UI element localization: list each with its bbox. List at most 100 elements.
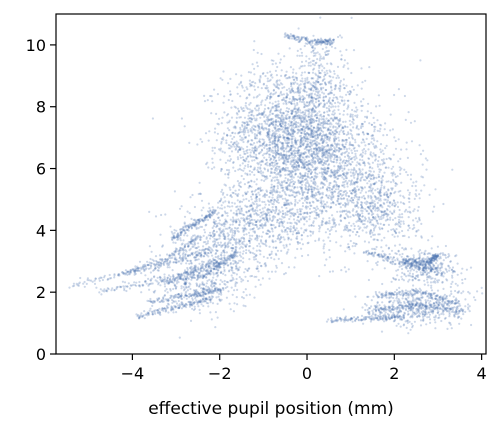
data-point — [239, 156, 242, 159]
data-point — [314, 110, 317, 113]
data-point — [245, 192, 248, 195]
data-point — [292, 161, 295, 164]
data-point — [305, 220, 308, 223]
data-point — [290, 85, 293, 88]
data-point — [405, 148, 408, 151]
data-point — [275, 162, 278, 165]
data-point — [299, 181, 302, 185]
data-point — [328, 148, 332, 151]
data-point — [360, 189, 363, 192]
data-point — [179, 239, 182, 242]
data-point — [255, 200, 258, 203]
data-point — [345, 213, 348, 216]
data-point — [254, 135, 257, 138]
data-point — [286, 173, 289, 176]
data-point — [186, 210, 189, 213]
data-point — [252, 96, 255, 99]
data-point — [301, 127, 304, 130]
data-point — [255, 109, 258, 112]
data-point — [281, 156, 285, 159]
data-point — [299, 181, 302, 185]
data-point — [166, 291, 169, 294]
data-point — [316, 112, 319, 115]
data-point — [305, 188, 308, 191]
data-point — [258, 140, 261, 143]
data-point — [256, 65, 259, 68]
data-point — [293, 107, 296, 110]
data-point — [363, 141, 366, 144]
data-point — [224, 227, 227, 230]
data-point — [371, 134, 375, 137]
data-point — [287, 110, 290, 113]
data-point — [320, 135, 323, 138]
data-point — [320, 115, 323, 118]
data-point — [380, 246, 383, 249]
data-point — [288, 137, 291, 140]
data-point — [431, 235, 434, 238]
data-point — [381, 250, 384, 253]
data-point — [264, 86, 267, 90]
data-point — [339, 79, 342, 82]
data-point — [294, 168, 297, 171]
data-point — [270, 157, 273, 160]
data-point — [299, 185, 302, 189]
data-point — [248, 239, 251, 243]
data-point — [390, 172, 393, 175]
data-point — [418, 197, 421, 200]
data-point — [325, 194, 328, 197]
data-point — [326, 196, 329, 199]
data-point — [328, 174, 331, 177]
data-point — [269, 143, 272, 146]
data-point — [299, 145, 302, 148]
data-point — [295, 164, 298, 167]
data-point — [338, 167, 341, 171]
data-point — [259, 76, 262, 79]
data-point — [302, 117, 305, 120]
data-point — [302, 162, 305, 165]
data-point — [264, 224, 267, 227]
data-point — [180, 262, 183, 265]
data-point — [314, 171, 317, 174]
data-point — [275, 109, 278, 112]
data-point — [268, 137, 271, 140]
data-point — [307, 197, 310, 200]
data-point — [219, 227, 222, 230]
data-point — [261, 125, 264, 128]
data-point — [324, 126, 327, 129]
data-point — [277, 136, 280, 139]
data-point — [234, 284, 237, 288]
data-point — [240, 217, 243, 220]
data-point — [312, 182, 315, 185]
data-point — [294, 123, 297, 126]
data-point — [218, 283, 222, 286]
data-point — [338, 133, 341, 136]
data-point — [277, 105, 280, 108]
data-point — [309, 230, 312, 233]
data-point — [382, 158, 385, 161]
data-point — [300, 124, 303, 127]
data-point — [258, 125, 261, 128]
data-point — [271, 146, 275, 149]
data-point — [302, 231, 305, 234]
data-point — [247, 165, 250, 168]
data-point — [271, 190, 274, 193]
data-point — [245, 149, 248, 153]
data-point — [219, 244, 222, 247]
data-point — [295, 227, 298, 230]
data-point — [330, 117, 333, 120]
data-point — [255, 114, 258, 117]
data-point — [337, 136, 340, 139]
data-point — [284, 122, 287, 125]
data-point — [276, 79, 279, 82]
data-point — [321, 149, 324, 152]
data-point — [215, 245, 218, 248]
data-point — [315, 138, 318, 141]
data-point — [315, 205, 319, 208]
data-point — [260, 160, 263, 163]
data-point — [284, 139, 287, 142]
data-point — [335, 137, 338, 140]
data-point — [419, 59, 422, 62]
data-point — [298, 94, 301, 97]
data-point — [321, 185, 325, 188]
data-point — [232, 186, 235, 189]
